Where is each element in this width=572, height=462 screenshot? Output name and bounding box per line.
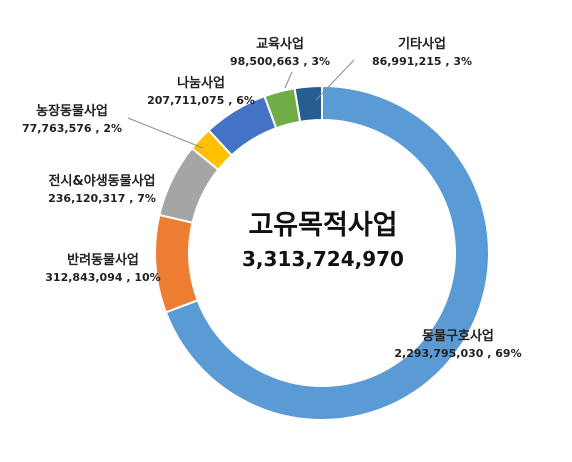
data-label-name: 반려동물사업 <box>67 253 139 268</box>
data-label-exhibit-wild-animal: 전시&야생동물사업 236,120,317 , 7% <box>22 173 182 207</box>
data-label-name: 기타사업 <box>398 37 446 52</box>
leader-line-farm-animal <box>127 117 204 149</box>
center-title: 고유목적사업 <box>248 210 398 241</box>
leader-line-education <box>284 71 293 89</box>
data-label-value: 86,991,215 , 3% <box>371 55 473 68</box>
slice-animal-relief <box>164 84 490 421</box>
data-label-value: 207,711,075 , 6% <box>147 94 255 107</box>
data-label-value: 312,843,094 , 10% <box>45 271 161 284</box>
data-label-name: 동물구호사업 <box>422 329 494 344</box>
data-label-sharing: 나눔사업 207,711,075 , 6% <box>136 75 266 109</box>
data-label-education: 교육사업 98,500,663 , 3% <box>214 36 346 70</box>
data-label-animal-relief: 동물구호사업 2,293,795,030 , 69% <box>378 328 538 362</box>
data-label-name: 나눔사업 <box>177 76 225 91</box>
data-label-value: 77,763,576 , 2% <box>21 122 123 135</box>
data-label-farm-animal: 농장동물사업 77,763,576 , 2% <box>6 103 138 137</box>
data-label-value: 98,500,663 , 3% <box>229 55 331 68</box>
data-label-name: 농장동물사업 <box>36 104 108 119</box>
leader-line-other <box>315 59 355 101</box>
data-label-name: 전시&야생동물사업 <box>48 174 156 189</box>
data-label-other: 기타사업 86,991,215 , 3% <box>356 36 488 70</box>
data-label-name: 교육사업 <box>256 37 304 52</box>
data-label-value: 236,120,317 , 7% <box>48 192 156 205</box>
chart-center-label: 고유목적사업 3,313,724,970 <box>213 208 433 274</box>
center-total: 3,313,724,970 <box>242 247 404 271</box>
data-label-companion-animal: 반려동물사업 312,843,094 , 10% <box>28 252 178 286</box>
slice-other <box>293 84 323 123</box>
data-label-value: 2,293,795,030 , 69% <box>394 347 522 360</box>
